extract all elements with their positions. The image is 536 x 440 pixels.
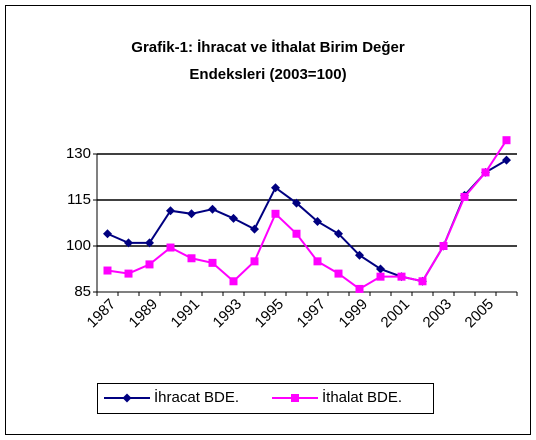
marker: [250, 224, 259, 234]
marker: [103, 266, 112, 275]
legend-label: İthalat BDE.: [322, 388, 402, 406]
marker: [124, 269, 133, 278]
legend-label: İhracat BDE.: [154, 388, 239, 406]
marker: [313, 257, 322, 266]
marker: [124, 238, 133, 248]
legend-box: [97, 383, 434, 414]
marker: [355, 250, 364, 260]
marker: [229, 277, 238, 286]
marker: [334, 229, 343, 239]
marker: [145, 260, 154, 269]
marker: [292, 198, 301, 208]
marker: [229, 213, 238, 223]
marker: [122, 393, 132, 403]
marker: [208, 204, 217, 214]
marker: [313, 216, 322, 226]
y-tick-label: 115: [67, 191, 91, 208]
marker: [355, 284, 364, 293]
marker: [271, 209, 280, 218]
chart-title: Grafik-1: İhracat ve İthalat Birim Değer…: [131, 39, 405, 83]
y-tick-label: 100: [66, 237, 91, 254]
marker: [502, 136, 511, 145]
marker: [187, 209, 196, 219]
marker: [166, 243, 175, 252]
marker: [145, 238, 154, 248]
marker: [291, 394, 299, 402]
marker: [103, 229, 112, 239]
y-tick-label: 85: [74, 283, 91, 300]
marker: [460, 192, 469, 201]
marker: [208, 258, 217, 267]
marker: [292, 229, 301, 238]
marker: [397, 272, 406, 281]
marker: [481, 168, 490, 177]
marker: [439, 242, 448, 250]
marker: [250, 257, 259, 266]
marker: [502, 155, 511, 165]
chart-frame: [5, 5, 531, 435]
y-tick-label: 130: [66, 145, 91, 162]
marker: [376, 272, 385, 281]
marker: [271, 183, 280, 193]
marker: [376, 264, 385, 274]
marker: [334, 269, 343, 278]
marker: [418, 277, 427, 286]
marker: [187, 254, 196, 263]
marker: [166, 206, 175, 216]
